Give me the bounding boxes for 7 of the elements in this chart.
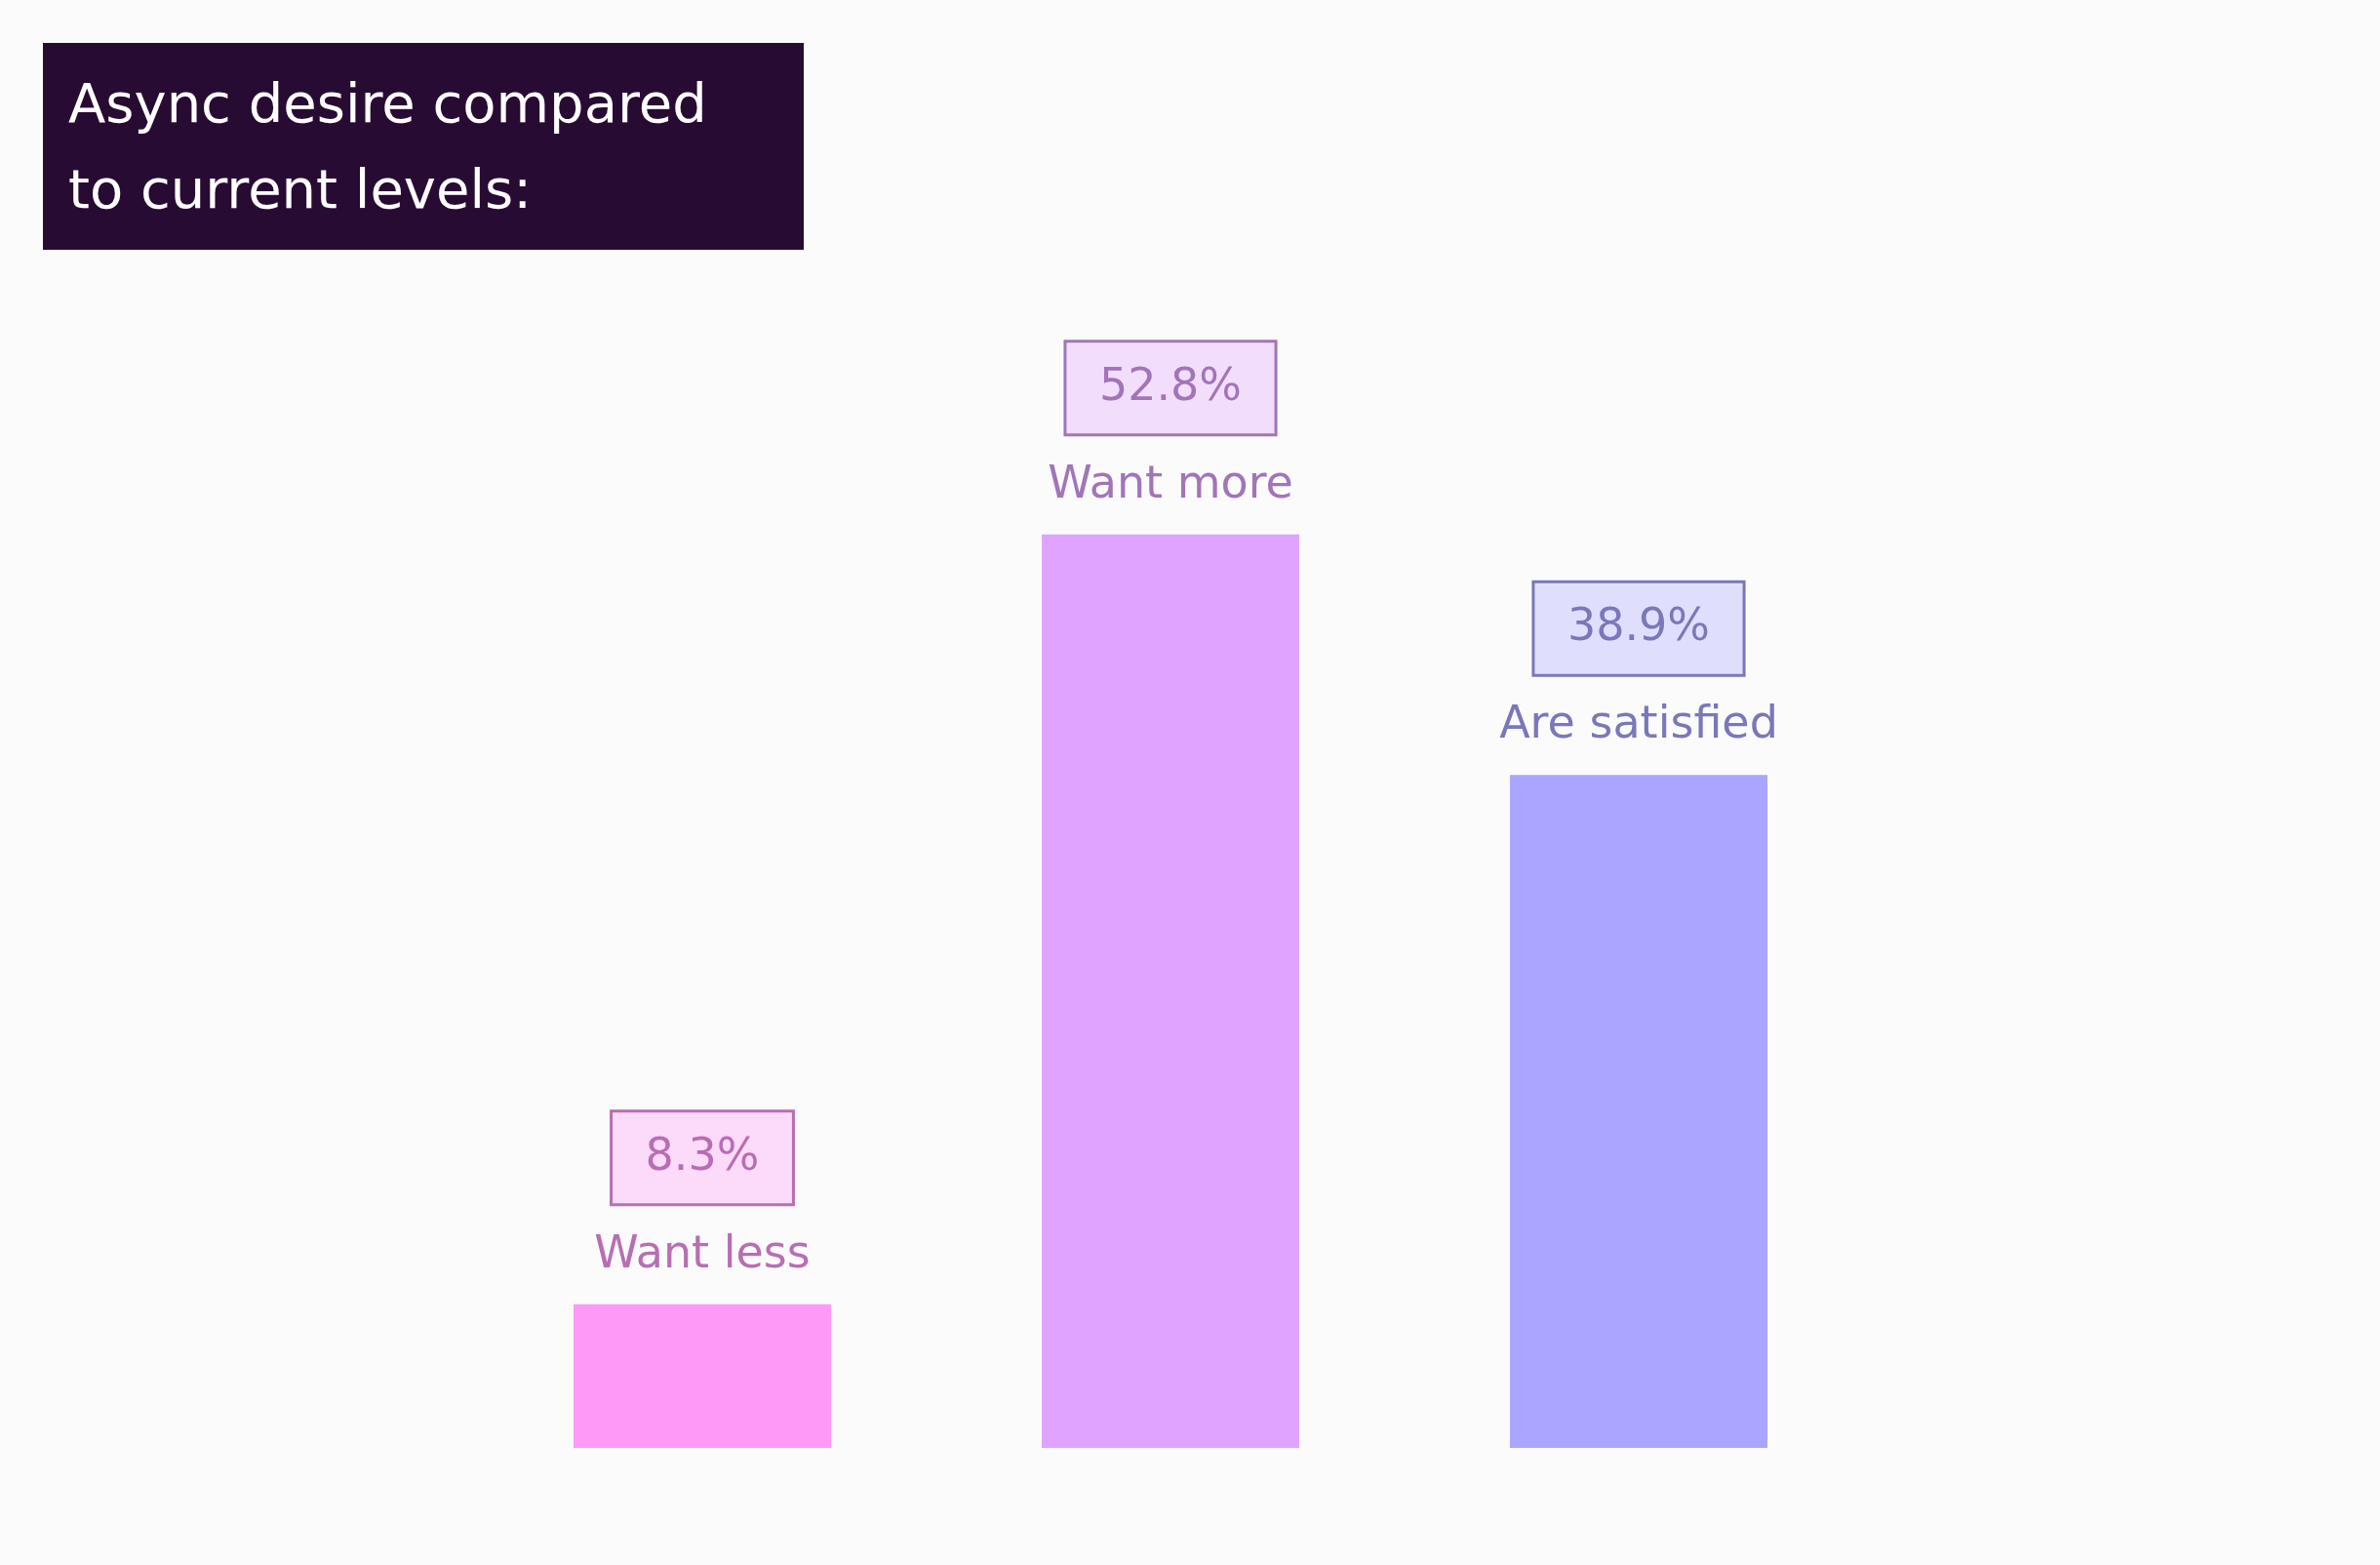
x-tick-label: Want less bbox=[594, 1224, 811, 1278]
x-tick-label: Are satisfied bbox=[1499, 696, 1778, 749]
data-label: 52.8% bbox=[1098, 357, 1243, 411]
data-label: 8.3% bbox=[645, 1127, 760, 1181]
chart-title: Async desire compared to current levels: bbox=[43, 43, 804, 250]
data-label: 38.9% bbox=[1567, 598, 1711, 652]
x-tick-label: Want more bbox=[1048, 455, 1293, 508]
